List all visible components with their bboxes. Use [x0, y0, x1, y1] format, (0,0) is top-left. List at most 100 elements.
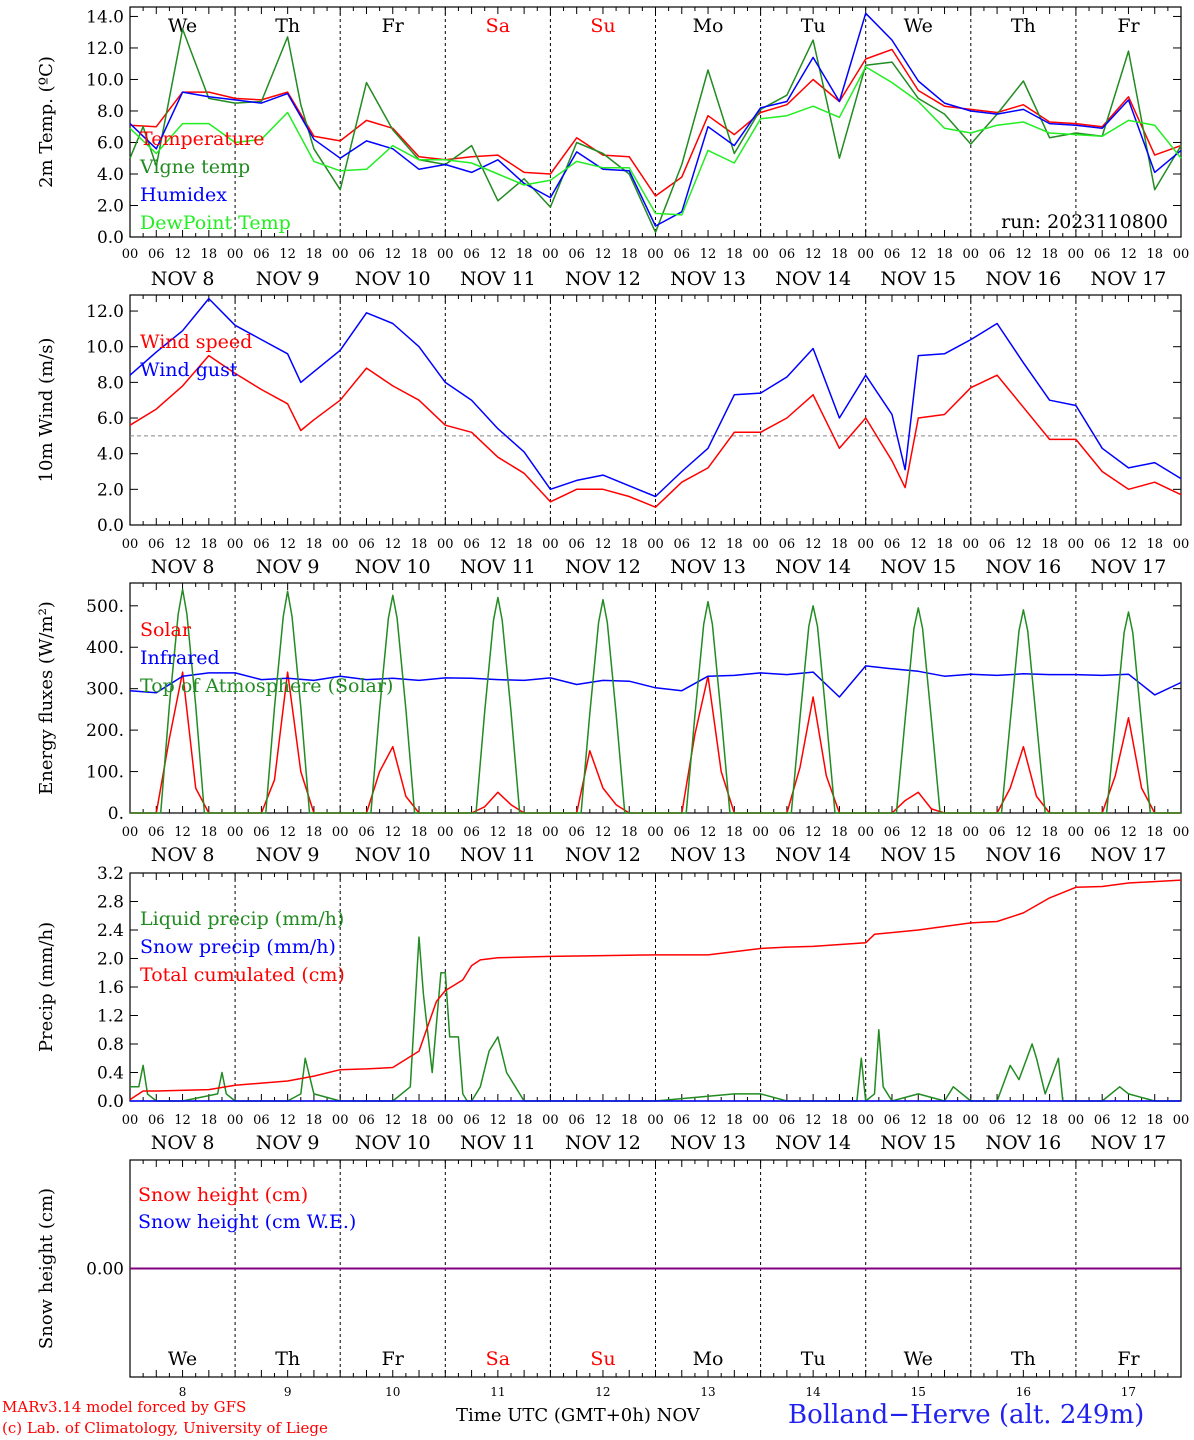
hour-label: 18: [306, 825, 323, 840]
hour-label: 12: [1120, 247, 1137, 262]
hour-label: 12: [805, 537, 822, 552]
hour-label: 12: [490, 537, 507, 552]
hour-label: 18: [411, 825, 428, 840]
hour-label: 06: [674, 825, 691, 840]
date-label: NOV 11: [460, 844, 536, 866]
y-tick-label: 14.0: [86, 7, 124, 27]
hour-label: 12: [1120, 825, 1137, 840]
hour-label: 12: [595, 825, 612, 840]
date-label: NOV 11: [460, 556, 536, 578]
hour-label: 06: [884, 537, 901, 552]
y-tick-label: 1.2: [97, 1007, 124, 1027]
hour-label: 06: [463, 1113, 480, 1128]
day-number-label: 13: [700, 1385, 715, 1399]
hour-label: 00: [752, 537, 769, 552]
hour-label: 00: [647, 825, 664, 840]
legend-entry: Humidex: [140, 184, 227, 206]
y-tick-label: 4.0: [97, 165, 124, 185]
legend-entry: DewPoint Temp: [140, 212, 291, 234]
date-label: NOV 13: [670, 1132, 746, 1154]
hour-label: 12: [384, 1113, 401, 1128]
hour-label: 06: [1094, 537, 1111, 552]
day-number-label: 10: [385, 1385, 400, 1399]
weekday-label: Th: [1011, 15, 1036, 37]
date-label: NOV 9: [256, 268, 320, 290]
date-label: NOV 17: [1091, 268, 1167, 290]
hour-label: 18: [831, 1113, 848, 1128]
hour-label: 06: [779, 825, 796, 840]
hour-label: 18: [1041, 1113, 1058, 1128]
hour-label: 12: [910, 1113, 927, 1128]
date-label: NOV 11: [460, 268, 536, 290]
weekday-label: Th: [275, 1348, 300, 1370]
hour-label: 00: [857, 1113, 874, 1128]
hour-label: 18: [726, 825, 743, 840]
weekday-label: Fr: [1117, 1348, 1140, 1370]
hour-label: 06: [253, 537, 270, 552]
hour-label: 00: [437, 247, 454, 262]
y-tick-label: 0.00: [86, 1260, 124, 1280]
hour-label: 18: [201, 825, 218, 840]
weekday-label: We: [168, 15, 197, 37]
hour-label: 00: [542, 1113, 559, 1128]
weekday-label: We: [904, 1348, 933, 1370]
hour-label: 12: [279, 537, 296, 552]
legend-entry: Wind gust: [140, 359, 238, 381]
hour-label: 18: [1041, 247, 1058, 262]
y-axis-title: Precip (mm/h): [36, 922, 57, 1052]
hour-label: 18: [516, 247, 533, 262]
y-tick-label: 2.8: [97, 893, 124, 913]
day-number-label: 16: [1016, 1385, 1031, 1399]
hour-label: 00: [332, 825, 349, 840]
hour-label: 18: [1146, 537, 1163, 552]
hour-label: 18: [1146, 825, 1163, 840]
hour-label: 12: [174, 825, 191, 840]
hour-label: 12: [595, 1113, 612, 1128]
hour-label: 18: [726, 1113, 743, 1128]
series-c-line: [130, 588, 1181, 814]
y-tick-label: 0.0: [97, 228, 124, 248]
hour-label: 00: [227, 247, 244, 262]
series-a-line: [129, 354, 1182, 508]
legend-entry: Temperature: [140, 128, 264, 150]
run-label: run: 2023110800: [1001, 211, 1168, 233]
date-label: NOV 8: [151, 556, 215, 578]
legend-entry: Liquid precip (mm/h): [140, 908, 344, 930]
weekday-label: Sa: [486, 1348, 510, 1370]
hour-label: 06: [148, 247, 165, 262]
hour-label: 18: [1146, 1113, 1163, 1128]
day-number-label: 15: [911, 1385, 926, 1399]
hour-label: 12: [595, 537, 612, 552]
date-label: NOV 11: [460, 1132, 536, 1154]
hour-label: 00: [963, 247, 980, 262]
y-tick-label: 12.0: [86, 39, 124, 59]
hour-label: 06: [568, 825, 585, 840]
hour-label: 18: [201, 1113, 218, 1128]
hour-label: 00: [332, 247, 349, 262]
date-label: NOV 14: [775, 844, 851, 866]
hour-label: 12: [279, 247, 296, 262]
date-label: NOV 15: [880, 844, 956, 866]
legend-entry: Snow height (cm): [138, 1184, 308, 1206]
hour-label: 00: [122, 825, 139, 840]
hour-label: 06: [358, 1113, 375, 1128]
date-label: NOV 9: [256, 1132, 320, 1154]
hour-label: 06: [779, 247, 796, 262]
weekday-label: Fr: [382, 15, 405, 37]
time-axis-label: Time UTC (GMT+0h) NOV: [456, 1405, 700, 1426]
hour-label: 00: [227, 537, 244, 552]
hour-label: 18: [516, 537, 533, 552]
hour-label: 00: [437, 825, 454, 840]
hour-label: 12: [1015, 1113, 1032, 1128]
hour-label: 00: [332, 537, 349, 552]
hour-label: 00: [857, 537, 874, 552]
legend-entry: Total cumulated (cm): [140, 964, 345, 986]
hour-label: 12: [595, 247, 612, 262]
legend-entry: Top of Atmosphere (Solar): [140, 675, 393, 697]
hour-label: 18: [726, 537, 743, 552]
hour-label: 06: [989, 1113, 1006, 1128]
hour-label: 00: [542, 537, 559, 552]
hour-label: 18: [831, 537, 848, 552]
hour-label: 12: [910, 247, 927, 262]
hour-label: 00: [1173, 537, 1190, 552]
